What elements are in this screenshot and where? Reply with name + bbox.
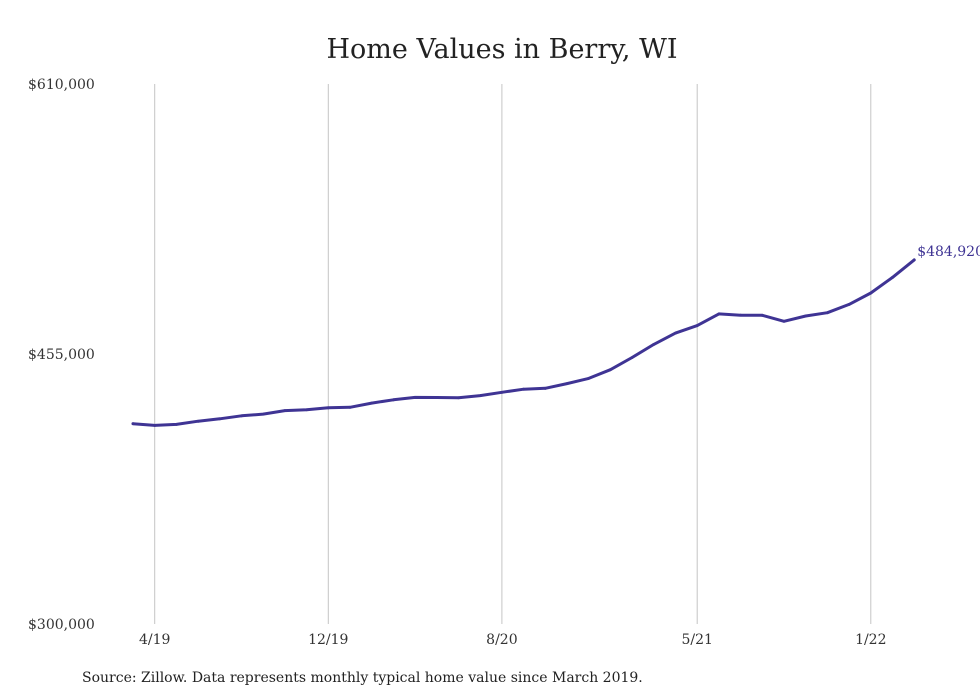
data-point bbox=[348, 405, 352, 409]
data-point bbox=[760, 313, 764, 317]
end-value-label: $484,920 bbox=[917, 244, 980, 260]
data-point bbox=[543, 386, 547, 390]
data-point bbox=[652, 343, 656, 346]
data-point bbox=[131, 422, 135, 426]
data-point bbox=[674, 331, 677, 335]
data-point bbox=[478, 394, 482, 398]
data-point bbox=[326, 406, 330, 410]
data-point bbox=[522, 387, 525, 391]
data-point bbox=[153, 424, 157, 427]
data-point bbox=[804, 314, 808, 318]
data-point bbox=[869, 291, 873, 295]
data-point bbox=[457, 396, 460, 400]
data-point bbox=[196, 419, 200, 423]
data-point bbox=[305, 408, 308, 412]
data-point bbox=[717, 312, 721, 316]
data-point bbox=[630, 356, 634, 359]
data-point bbox=[826, 311, 829, 315]
home-value-line bbox=[131, 258, 916, 427]
data-point bbox=[587, 376, 591, 380]
x-tick-label: 4/19 bbox=[139, 632, 170, 648]
source-note: Source: Zillow. Data represents monthly … bbox=[82, 670, 643, 686]
data-point bbox=[435, 396, 439, 399]
data-point bbox=[413, 395, 417, 399]
y-axis-ticks: $610,000 $455,000 $300,000 bbox=[28, 77, 95, 633]
y-tick-label: $455,000 bbox=[28, 347, 95, 363]
data-points bbox=[131, 258, 916, 427]
data-point bbox=[218, 417, 222, 421]
x-tick-label: 1/22 bbox=[855, 632, 886, 648]
data-point bbox=[565, 382, 569, 386]
data-point bbox=[782, 319, 786, 323]
x-axis-ticks: 4/19 12/19 8/20 5/21 1/22 bbox=[139, 632, 887, 648]
data-point bbox=[261, 412, 265, 416]
data-point bbox=[283, 409, 287, 413]
data-point bbox=[609, 368, 612, 372]
data-point bbox=[370, 401, 374, 405]
data-point bbox=[912, 258, 916, 262]
data-point bbox=[695, 324, 699, 328]
data-point bbox=[739, 313, 742, 317]
x-tick-label: 8/20 bbox=[486, 632, 517, 648]
data-point bbox=[891, 275, 894, 279]
y-tick-label: $610,000 bbox=[28, 77, 95, 93]
x-tick-label: 5/21 bbox=[681, 632, 712, 648]
chart-title: Home Values in Berry, WI bbox=[326, 34, 677, 65]
data-point bbox=[240, 414, 243, 418]
data-point bbox=[500, 390, 504, 394]
grid-lines bbox=[154, 84, 872, 624]
data-point bbox=[392, 398, 395, 402]
data-point bbox=[847, 302, 851, 306]
y-tick-label: $300,000 bbox=[28, 617, 95, 633]
data-point bbox=[175, 422, 178, 426]
x-tick-label: 12/19 bbox=[308, 632, 348, 648]
